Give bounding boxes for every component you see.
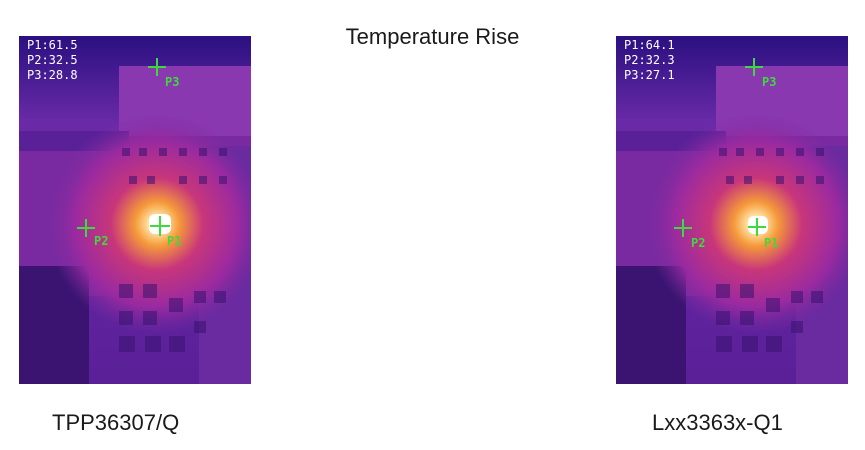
readout-p1: P1:64.1 (624, 38, 675, 52)
thermal-image-left: P1:61.5 P2:32.5 P3:28.8 P1 P2 P3 (19, 36, 251, 384)
marker-p1-label: P1 (167, 234, 182, 248)
marker-p3-label: P3 (165, 75, 180, 89)
temperature-readout: P1:61.5 P2:32.5 P3:28.8 (27, 38, 78, 83)
caption-right: Lxx3363x-Q1 (652, 410, 783, 435)
marker-p1-label: P1 (764, 236, 779, 250)
readout-p3: P3:27.1 (624, 68, 675, 82)
marker-p2-label: P2 (94, 234, 109, 248)
thermal-picture (616, 36, 848, 384)
figure-title: Temperature Rise (345, 24, 520, 49)
readout-p2: P2:32.5 (27, 53, 78, 67)
readout-p1: P1:61.5 (27, 38, 78, 52)
readout-p3: P3:28.8 (27, 68, 78, 82)
marker-p2-label: P2 (691, 236, 706, 250)
marker-p3-label: P3 (762, 75, 777, 89)
thermal-image-right: P1:64.1 P2:32.3 P3:27.1 P1 P2 P3 (616, 36, 848, 384)
readout-p2: P2:32.3 (624, 53, 675, 67)
thermal-picture (19, 36, 251, 384)
crosshairs (674, 58, 766, 237)
temperature-readout: P1:64.1 P2:32.3 P3:27.1 (624, 38, 675, 83)
caption-left: TPP36307/Q (52, 410, 180, 435)
crosshairs (77, 58, 170, 237)
